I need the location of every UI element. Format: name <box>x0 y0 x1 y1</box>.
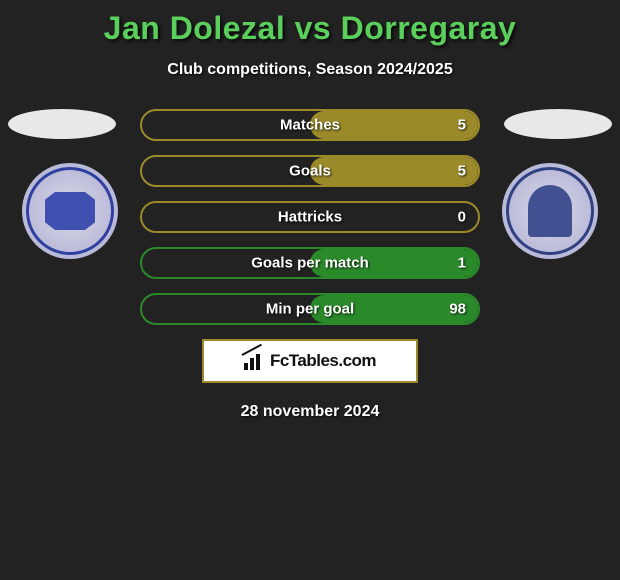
player2-avatar-placeholder <box>504 109 612 139</box>
stat-bar-label: Min per goal <box>266 301 354 318</box>
stat-bar-label: Hattricks <box>278 209 342 226</box>
club-badge-shape <box>45 192 95 230</box>
stat-bar: Hattricks 0 <box>140 201 480 233</box>
player1-name: Jan Dolezal <box>104 10 286 46</box>
date-text: 28 november 2024 <box>0 403 620 421</box>
title-vs: vs <box>295 10 332 46</box>
brand-text: FcTables.com <box>270 351 376 371</box>
player1-avatar-placeholder <box>8 109 116 139</box>
stat-bars-container: Matches 5 Goals 5 Hattricks 0 Goals per match 1… <box>140 109 480 325</box>
stat-bar-label: Goals per match <box>251 255 369 272</box>
stat-bar-label: Goals <box>289 163 331 180</box>
stat-bar: Goals 5 <box>140 155 480 187</box>
stat-bar-value-right: 0 <box>458 209 466 226</box>
player1-club-badge <box>22 163 118 259</box>
stat-bar: Goals per match 1 <box>140 247 480 279</box>
club-badge-shape <box>528 185 572 237</box>
stat-bar-fill <box>310 157 478 185</box>
subtitle-text: Club competitions, Season 2024/2025 <box>0 61 620 79</box>
player2-club-badge <box>502 163 598 259</box>
player2-name: Dorregaray <box>341 10 517 46</box>
stat-bar-value-right: 1 <box>458 255 466 272</box>
stat-bar-value-right: 98 <box>449 301 466 318</box>
stat-bar-value-right: 5 <box>458 163 466 180</box>
stat-bar: Matches 5 <box>140 109 480 141</box>
comparison-title: Jan Dolezal vs Dorregaray <box>0 0 620 47</box>
brand-box: FcTables.com <box>202 339 418 383</box>
stat-bar-label: Matches <box>280 117 340 134</box>
bar-chart-icon <box>244 352 266 370</box>
stat-bar: Min per goal 98 <box>140 293 480 325</box>
stat-bar-value-right: 5 <box>458 117 466 134</box>
content-area: Matches 5 Goals 5 Hattricks 0 Goals per match 1… <box>0 109 620 421</box>
